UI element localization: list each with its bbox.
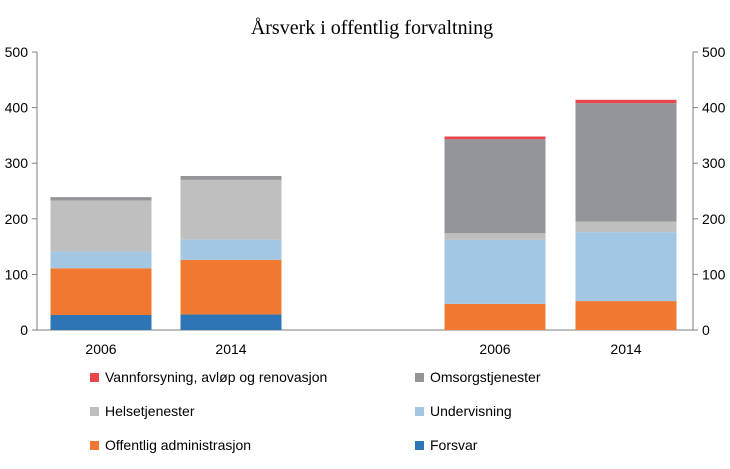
legend-swatch: [90, 441, 99, 450]
y-tick-label-right: 0: [702, 322, 710, 338]
legend-label: Forsvar: [430, 437, 478, 453]
y-tick-label-left: 500: [5, 44, 29, 60]
y-tick-label-left: 400: [5, 100, 29, 116]
legend-swatch: [415, 407, 424, 416]
x-tick-label: 2014: [215, 341, 246, 357]
bar-segment: [180, 175, 282, 180]
legend-label: Undervisning: [430, 403, 512, 419]
legend: Vannforsyning, avløp og renovasjon Omsorg…: [90, 369, 541, 453]
legend-swatch: [415, 441, 424, 450]
y-tick-label-right: 400: [702, 100, 726, 116]
y-tick-label-right: 500: [702, 44, 726, 60]
bar-segment: [575, 99, 677, 104]
bar-segment: [575, 232, 677, 302]
x-tick-label: 2006: [479, 341, 510, 357]
bar-segment: [180, 259, 282, 315]
bar-segment: [444, 139, 546, 234]
legend-label: Vannforsyning, avløp og renovasjon: [105, 369, 327, 385]
bar-segment: [50, 268, 152, 315]
chart-title: Årsverk i offentlig forvaltning: [251, 17, 493, 39]
y-tick-label-right: 100: [702, 266, 726, 282]
y-tick-label-left: 200: [5, 211, 29, 227]
bar-segment: [50, 314, 152, 330]
legend-label: Omsorgstjenester: [430, 369, 541, 385]
plot-area: 0 0 100 100 200 200 300 300 400 400 500 500 2006 2014…: [5, 44, 726, 357]
bar-segment: [575, 103, 677, 222]
bar-segment: [50, 200, 152, 252]
bar-segment: [444, 136, 546, 140]
bar-segment: [444, 239, 546, 304]
y-tick-label-left: 100: [5, 266, 29, 282]
y-tick-label-right: 300: [702, 155, 726, 171]
legend-swatch: [415, 373, 424, 382]
bar-segment: [444, 233, 546, 240]
y-tick-label-left: 300: [5, 155, 29, 171]
bar-segment: [444, 303, 546, 330]
y-tick-label-left: 0: [20, 322, 28, 338]
y-tick-label-right: 200: [702, 211, 726, 227]
bar-segment: [575, 221, 677, 233]
legend-label: Helsetjenester: [105, 403, 195, 419]
bar-segment: [50, 251, 152, 269]
legend-swatch: [90, 407, 99, 416]
bar-segment: [180, 239, 282, 260]
x-tick-label: 2014: [610, 341, 641, 357]
bar-segment: [50, 197, 152, 201]
legend-label: Offentlig administrasjon: [105, 437, 251, 453]
bar-segment: [180, 179, 282, 240]
bar-segment: [180, 314, 282, 330]
bar-segment: [575, 301, 677, 330]
legend-swatch: [90, 373, 99, 382]
x-tick-label: 2006: [85, 341, 116, 357]
